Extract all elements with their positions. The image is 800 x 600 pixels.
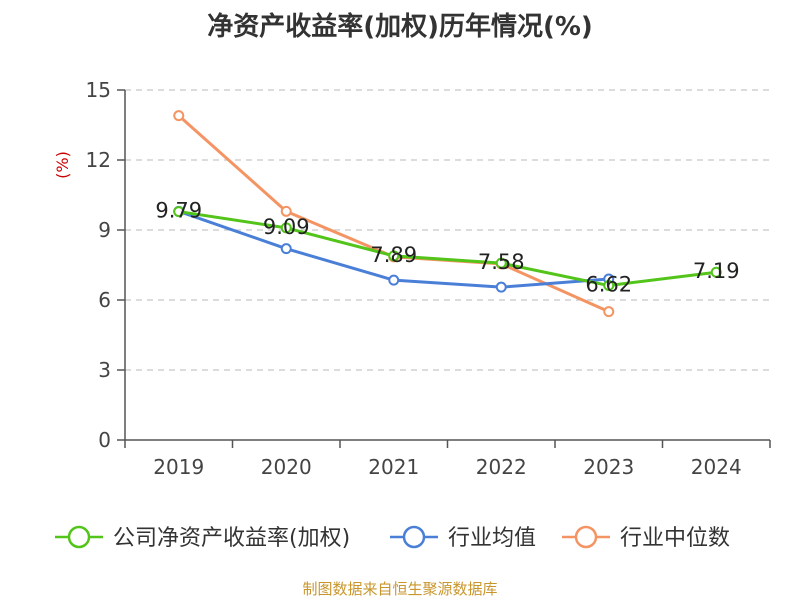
data-point-series-0 bbox=[280, 222, 292, 234]
data-point-series-1 bbox=[280, 243, 292, 255]
y-tick-label: 15 bbox=[86, 78, 111, 102]
x-tick-label: 2022 bbox=[476, 455, 527, 479]
data-point-series-2 bbox=[280, 205, 292, 217]
data-point-series-0 bbox=[173, 206, 185, 218]
data-point-series-0 bbox=[603, 280, 615, 292]
data-point-series-0 bbox=[388, 250, 400, 262]
y-tick-label: 9 bbox=[98, 218, 111, 242]
data-label: 9.79 bbox=[155, 199, 202, 223]
x-tick-label: 2020 bbox=[261, 455, 312, 479]
data-point-series-0 bbox=[710, 266, 722, 278]
y-axis-unit-label: (%) bbox=[53, 151, 72, 179]
chart-title: 净资产收益率(加权)历年情况(%) bbox=[207, 12, 593, 42]
data-label: 7.19 bbox=[693, 259, 740, 283]
data-label: 7.58 bbox=[478, 250, 525, 274]
legend-marker-2 bbox=[574, 525, 598, 549]
source-footer: 制图数据来自恒生聚源数据库 bbox=[302, 580, 498, 598]
legend-marker-1 bbox=[402, 525, 426, 549]
data-point-series-2 bbox=[173, 110, 185, 122]
y-tick-label: 6 bbox=[98, 288, 111, 312]
data-point-series-2 bbox=[603, 306, 615, 318]
legend-label-1: 行业均值 bbox=[448, 526, 536, 551]
data-point-series-1 bbox=[495, 281, 507, 293]
legend-label-2: 行业中位数 bbox=[620, 526, 730, 551]
x-tick-label: 2023 bbox=[583, 455, 634, 479]
series-line-0 bbox=[177, 210, 718, 288]
x-tick-label: 2019 bbox=[153, 455, 204, 479]
x-tick-label: 2021 bbox=[368, 455, 419, 479]
x-tick-label: 2024 bbox=[691, 455, 742, 479]
data-label: 6.62 bbox=[585, 273, 632, 297]
data-label: 9.09 bbox=[263, 215, 310, 239]
legend-marker-0 bbox=[67, 525, 91, 549]
data-label: 7.89 bbox=[370, 243, 417, 267]
y-tick-label: 12 bbox=[86, 148, 111, 172]
data-point-series-1 bbox=[388, 274, 400, 286]
y-tick-label: 3 bbox=[98, 358, 111, 382]
legend-label-0: 公司净资产收益率(加权) bbox=[113, 526, 350, 551]
y-tick-label: 0 bbox=[98, 428, 111, 452]
data-point-series-0 bbox=[495, 257, 507, 269]
